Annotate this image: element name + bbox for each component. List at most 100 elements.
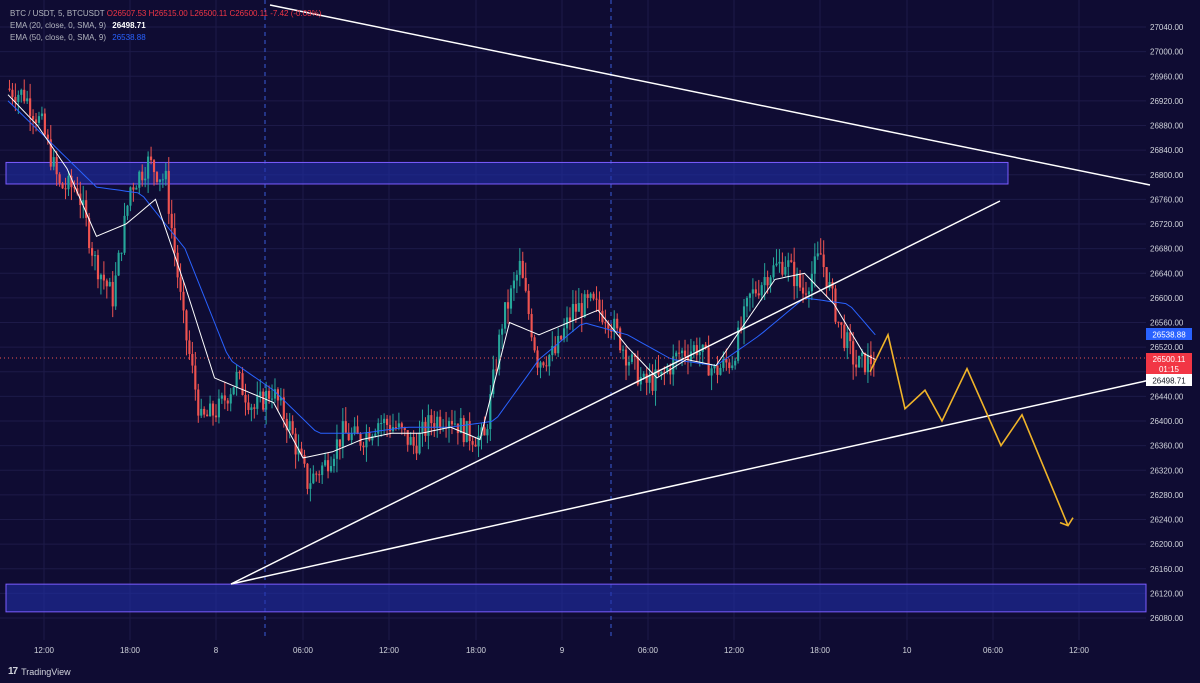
candle-body bbox=[70, 175, 73, 188]
candle-body bbox=[645, 373, 648, 383]
candle-body bbox=[268, 390, 271, 399]
candle-body bbox=[217, 398, 220, 418]
time-tick-label: 18:00 bbox=[810, 646, 831, 655]
candle-body bbox=[501, 328, 504, 335]
candle-body bbox=[622, 349, 625, 351]
candle-body bbox=[362, 445, 365, 448]
candle-body bbox=[675, 352, 678, 357]
time-axis[interactable]: 12:00 18:00 8 06:00 12:00 18:00 9 06:00 12:00 18:… bbox=[34, 646, 1090, 655]
candle-body bbox=[571, 303, 574, 321]
candle-body bbox=[825, 267, 828, 288]
candle-body bbox=[548, 355, 551, 367]
candle-body bbox=[624, 349, 628, 366]
legend-ema50-row[interactable]: EMA (50, close, 0, SMA, 9) 26538.88 bbox=[10, 32, 321, 44]
candle-body bbox=[504, 302, 507, 329]
price-tick-label: 26720.00 bbox=[1150, 220, 1184, 229]
candle-body bbox=[439, 416, 442, 428]
candle-body bbox=[866, 354, 869, 373]
candle-body bbox=[607, 323, 610, 329]
tradingview-brand[interactable]: TradingView bbox=[21, 666, 71, 677]
candle-body bbox=[329, 466, 333, 472]
candle-body bbox=[619, 328, 622, 351]
candle-body bbox=[144, 178, 147, 181]
candle-body bbox=[766, 277, 769, 286]
price-tick-label: 26400.00 bbox=[1150, 417, 1184, 426]
chart-legend: BTC / USDT, 5, BTCUSDT O26507.53 H26515.… bbox=[10, 8, 321, 44]
time-tick-label: 06:00 bbox=[638, 646, 659, 655]
tradingview-logo-icon[interactable]: 17 bbox=[8, 666, 18, 677]
candle-body bbox=[545, 365, 548, 367]
price-tick-label: 26440.00 bbox=[1150, 392, 1184, 401]
candle-body bbox=[46, 134, 49, 140]
candle-body bbox=[477, 435, 480, 447]
candle-body bbox=[327, 460, 330, 472]
candle-body bbox=[816, 253, 819, 257]
candle-body bbox=[754, 289, 757, 294]
candle-body bbox=[784, 266, 787, 275]
candle-body bbox=[11, 89, 14, 97]
candle-body bbox=[105, 280, 108, 287]
candle-body bbox=[20, 89, 23, 95]
candle-body bbox=[828, 281, 831, 288]
candle-body bbox=[350, 433, 353, 441]
candle-body bbox=[604, 322, 607, 324]
candle-body bbox=[483, 427, 486, 436]
legend-open: O26507.53 bbox=[106, 9, 147, 18]
candle-body bbox=[719, 367, 722, 375]
candle-body bbox=[34, 119, 38, 123]
candle-body bbox=[695, 345, 698, 356]
candle-body bbox=[155, 172, 159, 182]
candle-body bbox=[285, 418, 288, 431]
candle-body bbox=[262, 391, 265, 410]
candle-body bbox=[598, 299, 601, 311]
candle-body bbox=[648, 375, 651, 383]
candle-body bbox=[568, 317, 572, 321]
candle-body bbox=[403, 427, 406, 431]
support-zone bbox=[5, 583, 1147, 613]
candle-body bbox=[713, 365, 716, 369]
candle-body bbox=[185, 310, 188, 341]
candle-body bbox=[61, 183, 64, 189]
candle-body bbox=[633, 354, 636, 358]
candle-body bbox=[657, 369, 660, 375]
ema50-price-tag bbox=[1146, 328, 1192, 340]
candle-body bbox=[138, 171, 141, 188]
candle-body bbox=[533, 337, 536, 351]
candle-body bbox=[681, 350, 684, 354]
candle-body bbox=[799, 273, 802, 288]
candle-body bbox=[613, 318, 616, 332]
candle-body bbox=[380, 423, 383, 425]
legend-symbol[interactable]: BTC / USDT, 5, BTCUSDT bbox=[10, 9, 105, 18]
price-tick-label: 26920.00 bbox=[1150, 97, 1184, 106]
legend-ema20-value: 26498.71 bbox=[112, 21, 146, 30]
candle-body bbox=[760, 285, 763, 296]
candle-body bbox=[120, 252, 123, 254]
candle-body bbox=[43, 113, 46, 135]
candle-body bbox=[763, 277, 766, 286]
candle-body bbox=[8, 88, 11, 90]
countdown-text: 01:15 bbox=[1159, 365, 1180, 374]
candle-body bbox=[745, 297, 749, 307]
last-price-tag bbox=[1146, 353, 1192, 375]
candle-body bbox=[312, 473, 315, 484]
time-tick-label: 10 bbox=[903, 646, 912, 655]
candle-body bbox=[200, 408, 203, 416]
candle-body bbox=[698, 351, 701, 356]
legend-ema20-row[interactable]: EMA (20, close, 0, SMA, 9) 26498.71 bbox=[10, 20, 321, 32]
price-axis[interactable]: 26080.00 26120.00 26160.00 26200.00 26240.00… bbox=[1150, 23, 1184, 623]
candle-body bbox=[654, 369, 657, 391]
candle-body bbox=[226, 400, 229, 404]
candle-body bbox=[67, 175, 70, 190]
candle-body bbox=[244, 394, 247, 403]
legend-change: -7.42 (-0.03%) bbox=[270, 9, 322, 18]
candle-body bbox=[424, 421, 427, 436]
candle-body bbox=[837, 321, 840, 323]
price-tick-label: 26560.00 bbox=[1150, 319, 1184, 328]
legend-ema50-label: EMA (50, close, 0, SMA, 9) bbox=[10, 33, 107, 42]
price-tick-label: 26800.00 bbox=[1150, 171, 1184, 180]
candle-body bbox=[288, 421, 291, 431]
candle-body bbox=[99, 274, 102, 280]
price-tick-label: 26200.00 bbox=[1150, 540, 1184, 549]
